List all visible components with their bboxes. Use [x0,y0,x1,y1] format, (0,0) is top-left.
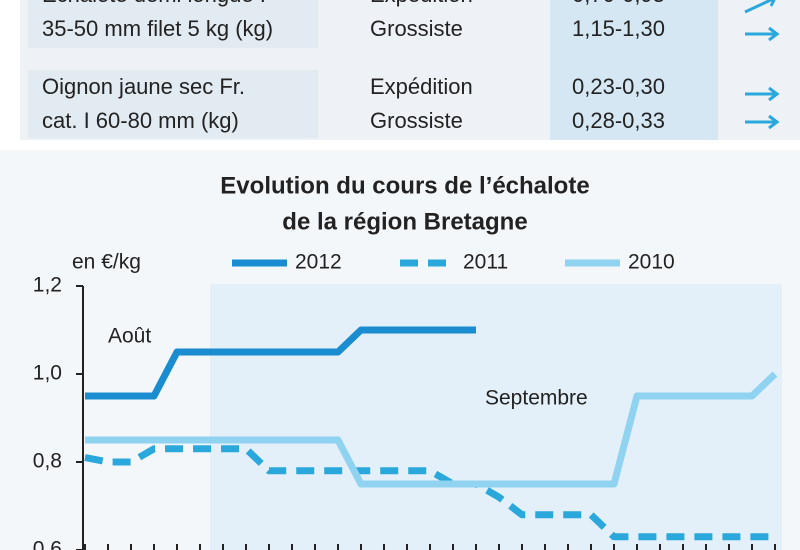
price-text: 0,70-0,95 [572,0,665,7]
price-text: 1,15-1,30 [572,16,665,41]
legend-label: 2010 [628,251,675,274]
product-cell [28,0,318,48]
product-text: 35-50 mm filet 5 kg (kg) [42,16,273,41]
trend-arrows [744,0,780,130]
legend-label: 2012 [295,251,342,274]
y-axis-label: en €/kg [72,251,141,274]
price-text: 0,28-0,33 [572,108,665,133]
legend-label: 2011 [463,251,508,274]
price-text: 0,23-0,30 [572,74,665,99]
arrow-up [744,0,776,14]
arrow-right [745,114,780,130]
y-tick-label: 1,2 [33,274,62,297]
chart-title: de la région Bretagne [282,208,527,235]
series-line [85,326,476,400]
product-text: Échalote demi longue I [42,0,266,7]
y-tick-label: 1,0 [33,362,62,385]
price-column [550,0,718,140]
product-cell [28,70,318,138]
y-tick-label: 0,6 [33,538,62,550]
plot-shade [210,284,782,550]
annotation: Septembre [485,387,588,410]
stage-text: Expédition [370,74,473,99]
arrow-right [745,86,780,102]
y-tick-label: 0,8 [33,450,62,473]
stage-text: Grossiste [370,16,463,41]
arrow-right [745,26,780,42]
series-line [84,445,775,541]
stage-text: Expédition [370,0,473,7]
stage-text: Grossiste [370,108,463,133]
series-line [85,371,778,488]
annotation: Août [108,325,151,348]
chart-title: Evolution du cours de l’échalote [220,172,589,199]
product-text: Oignon jaune sec Fr. [42,74,245,99]
product-text: cat. I 60-80 mm (kg) [42,108,239,133]
